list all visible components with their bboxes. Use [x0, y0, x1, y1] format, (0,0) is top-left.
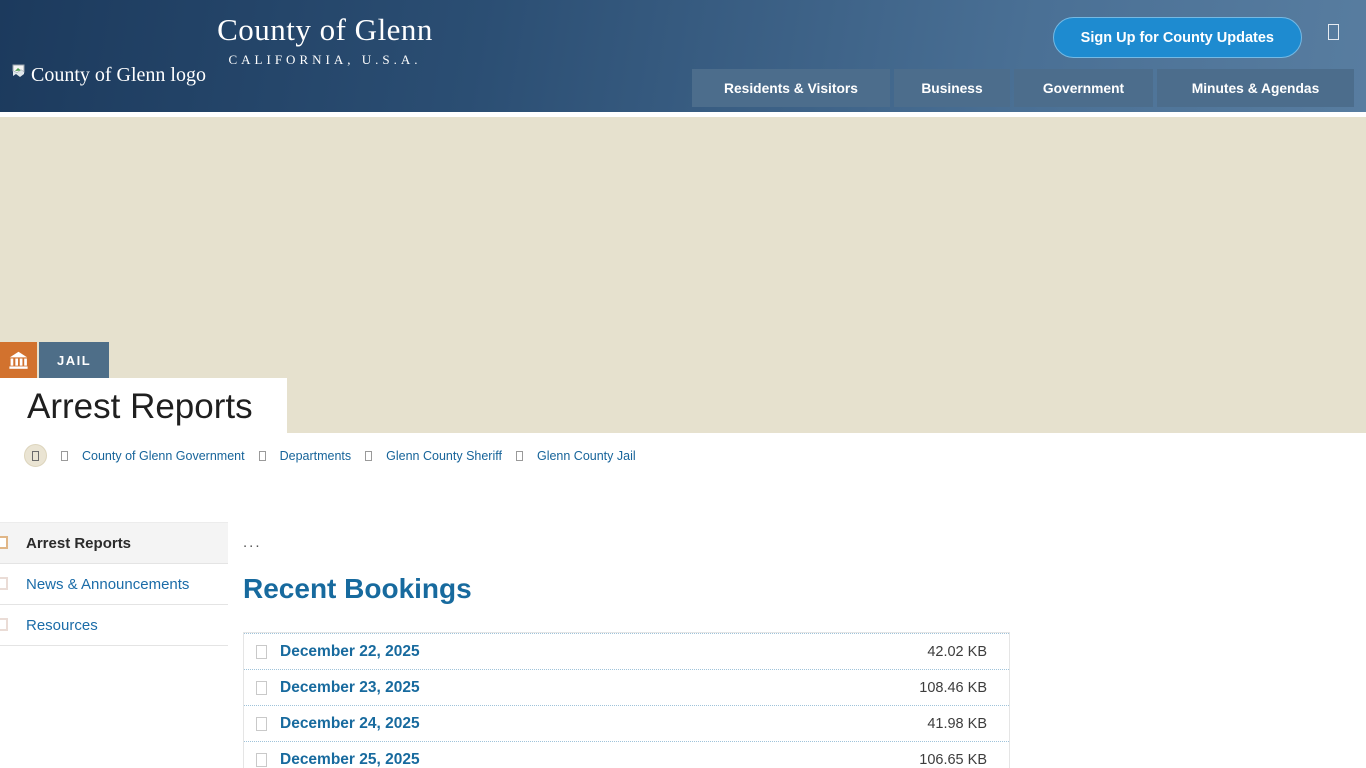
page-banner: JAIL Arrest Reports [0, 117, 1366, 433]
sidebar-item-label: News & Announcements [26, 575, 190, 593]
bullet-icon [0, 618, 8, 631]
home-icon[interactable] [24, 444, 47, 467]
county-logo-broken-image[interactable]: County of Glenn logo [12, 64, 206, 87]
sidebar-item-resources[interactable]: Resources [0, 605, 228, 646]
file-row: December 22, 2025 42.02 KB [244, 633, 1009, 669]
breadcrumb-link-departments[interactable]: Departments [279, 448, 352, 463]
nav-tab-residents-visitors[interactable]: Residents & Visitors [692, 69, 890, 107]
header-divider [0, 112, 1366, 117]
document-icon [256, 716, 267, 731]
file-link[interactable]: December 24, 2025 [280, 714, 420, 732]
breadcrumb-separator-icon [61, 450, 68, 461]
breadcrumb-separator-icon [258, 450, 266, 461]
breadcrumb: County of Glenn Government Departments G… [0, 433, 1366, 478]
file-size: 41.98 KB [927, 715, 987, 732]
breadcrumb-separator-icon [365, 450, 373, 461]
bookings-file-list: December 22, 2025 42.02 KB December 23, … [243, 632, 1010, 768]
file-link[interactable]: December 22, 2025 [280, 642, 420, 660]
search-icon[interactable] [1328, 24, 1339, 40]
logo-alt-text: County of Glenn logo [31, 64, 206, 86]
file-link[interactable]: December 23, 2025 [280, 678, 420, 696]
bullet-icon [0, 577, 8, 590]
file-size: 42.02 KB [927, 643, 987, 660]
document-icon [256, 644, 267, 659]
content-area: Arrest Reports News & Announcements Reso… [0, 478, 1366, 768]
nav-tab-government[interactable]: Government [1014, 69, 1153, 107]
site-subtitle: CALIFORNIA, U.S.A. [228, 52, 422, 67]
section-heading: Recent Bookings [243, 573, 472, 604]
document-icon [256, 752, 267, 767]
file-row: December 23, 2025 108.46 KB [244, 669, 1009, 705]
broken-image-icon [12, 64, 25, 77]
department-badge: JAIL [0, 342, 110, 379]
sidebar-item-news-announcements[interactable]: News & Announcements [0, 564, 228, 605]
document-icon [256, 680, 267, 695]
breadcrumb-separator-icon [515, 450, 523, 461]
masthead: County of Glenn CALIFORNIA, U.S.A. [150, 12, 500, 68]
government-building-icon [0, 342, 37, 379]
file-size: 106.65 KB [919, 751, 987, 768]
file-link[interactable]: December 25, 2025 [280, 750, 420, 768]
ellipsis-text: ... [243, 534, 262, 551]
department-badge-label[interactable]: JAIL [39, 342, 110, 379]
sidebar-item-arrest-reports[interactable]: Arrest Reports [0, 523, 228, 564]
page-title: Arrest Reports [27, 387, 253, 426]
nav-tab-business[interactable]: Business [894, 69, 1010, 107]
site-header: County of Glenn logo County of Glenn CAL… [0, 0, 1366, 112]
sidebar-item-label: Arrest Reports [26, 534, 132, 552]
breadcrumb-link-jail[interactable]: Glenn County Jail [536, 448, 636, 463]
site-title: County of Glenn [217, 12, 433, 47]
bullet-icon [0, 536, 8, 549]
signup-updates-button[interactable]: Sign Up for County Updates [1052, 17, 1302, 58]
sidebar-item-label: Resources [26, 616, 98, 634]
main-navigation: Residents & Visitors Business Government… [692, 69, 1354, 107]
nav-tab-minutes-agendas[interactable]: Minutes & Agendas [1157, 69, 1354, 107]
page-title-card: Arrest Reports [0, 378, 287, 433]
file-row: December 25, 2025 106.65 KB [244, 741, 1009, 768]
breadcrumb-link-government[interactable]: County of Glenn Government [82, 448, 245, 463]
breadcrumb-link-sheriff[interactable]: Glenn County Sheriff [386, 448, 502, 463]
file-size: 108.46 KB [919, 679, 987, 696]
main-content: ... Recent Bookings December 22, 2025 42… [243, 522, 1010, 768]
file-row: December 24, 2025 41.98 KB [244, 705, 1009, 741]
sidebar-navigation: Arrest Reports News & Announcements Reso… [0, 522, 228, 768]
